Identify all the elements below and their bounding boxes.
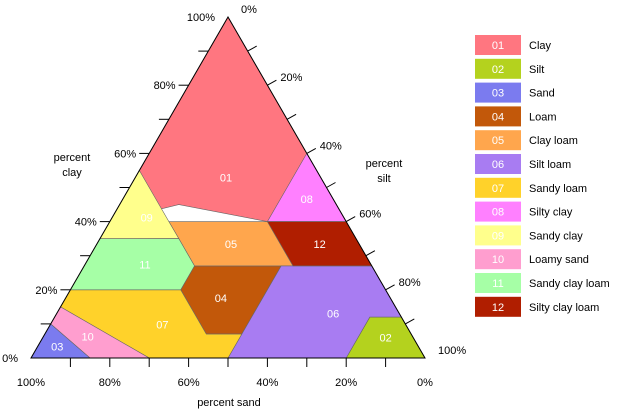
- region-code-09: 09: [141, 212, 153, 224]
- region-code-06: 06: [327, 309, 339, 321]
- region-code-10: 10: [81, 332, 93, 344]
- clay-tick-label: 60%: [114, 148, 136, 160]
- axis-tick-labels: 0%0%100%20%20%80%40%40%60%60%60%40%80%80…: [2, 4, 466, 389]
- legend-swatch: [475, 177, 521, 198]
- region-code-12: 12: [313, 239, 325, 251]
- silt-axis-title-line2: silt: [377, 173, 390, 185]
- legend-item-clay: 01 Clay: [475, 35, 552, 55]
- legend-item-loamy-sand: 10 Loamy sand: [475, 249, 589, 270]
- sand-tick-label: 40%: [256, 377, 278, 389]
- silt-tick: [267, 79, 277, 86]
- legend-item-loam: 04 Loam: [475, 106, 557, 127]
- silt-tick: [345, 216, 356, 223]
- clay-axis-title-line2: clay: [62, 167, 82, 179]
- legend-swatch: [475, 225, 521, 246]
- region-code-01: 01: [220, 172, 232, 184]
- legend-label: Loam: [529, 111, 557, 123]
- legend-code: 07: [492, 183, 504, 195]
- legend-item-sandy-clay: 09 Sandy clay: [475, 225, 583, 246]
- legend-label: Silt: [529, 64, 544, 76]
- legend-item-clay-loam: 05 Clay loam: [475, 130, 578, 151]
- region-code-03: 03: [51, 342, 63, 354]
- silt-tick-label: 40%: [320, 140, 342, 152]
- region-code-04: 04: [215, 293, 227, 305]
- legend-label: Loamy sand: [529, 254, 589, 266]
- region-code-02: 02: [379, 333, 391, 345]
- legend-code: 10: [492, 254, 504, 266]
- legend-item-sandy-clay-loam: 11 Sandy clay loam: [475, 273, 610, 293]
- sand-tick-label: 60%: [178, 377, 200, 389]
- legend-code: 09: [492, 230, 504, 242]
- legend-label: Clay: [529, 40, 552, 52]
- legend-label: Clay loam: [529, 135, 578, 147]
- legend-item-silty-clay-loam: 12 Silty clay loam: [475, 296, 599, 317]
- legend-item-sandy-loam: 07 Sandy loam: [475, 177, 587, 198]
- region-code-08: 08: [301, 194, 313, 206]
- clay-tick-label: 0%: [2, 353, 18, 365]
- legend-swatch: [475, 35, 521, 55]
- legend-item-sand: 03 Sand: [475, 82, 555, 103]
- region-code-07: 07: [156, 319, 168, 331]
- silt-tick-label: 0%: [241, 4, 257, 16]
- legend-code: 02: [492, 64, 504, 76]
- legend-label: Silty clay loam: [529, 302, 599, 314]
- silt-tick: [365, 250, 376, 257]
- sand-axis-title: percent sand: [197, 397, 261, 409]
- silt-tick-label: 20%: [280, 72, 302, 84]
- axis-ticks: [40, 45, 415, 367]
- silt-tick-label: 80%: [399, 277, 421, 289]
- legend-label: Sandy clay: [529, 230, 583, 242]
- clay-tick-label: 100%: [187, 12, 215, 24]
- legend-code: 01: [492, 40, 504, 52]
- silt-tick-label: 60%: [359, 209, 381, 221]
- legend-code: 12: [492, 302, 504, 314]
- silt-tick: [326, 182, 336, 188]
- legend-swatch: [475, 106, 521, 127]
- clay-tick-label: 20%: [35, 285, 57, 297]
- legend-swatch: [475, 201, 521, 222]
- silt-tick: [385, 284, 395, 291]
- sand-tick-label: 0%: [417, 377, 433, 389]
- region-code-05: 05: [225, 239, 237, 251]
- legend-swatch: [475, 296, 521, 317]
- sand-tick-label: 100%: [17, 377, 45, 389]
- legend-label: Silty clay: [529, 207, 573, 219]
- legend-item-silt-loam: 06 Silt loam: [475, 154, 571, 174]
- legend-code: 05: [492, 135, 504, 147]
- legend-swatch: [475, 58, 521, 79]
- legend-label: Sandy clay loam: [529, 278, 610, 290]
- legend-code: 06: [492, 159, 504, 171]
- silt-axis-title-line1: percent: [366, 158, 403, 170]
- legend-label: Silt loam: [529, 159, 571, 171]
- legend-swatch: [475, 130, 521, 151]
- legend-code: 03: [492, 88, 504, 100]
- legend-swatch: [475, 273, 521, 293]
- legend-label: Sandy loam: [529, 183, 587, 195]
- clay-axis-title-line1: percent: [54, 152, 91, 164]
- clay-tick-label: 40%: [75, 217, 97, 229]
- texture-regions: [30, 16, 426, 359]
- silt-tick-label: 100%: [438, 345, 466, 357]
- legend-swatch: [475, 249, 521, 270]
- legend-label: Sand: [529, 88, 555, 100]
- silt-tick: [405, 318, 415, 325]
- silt-tick: [247, 45, 257, 52]
- legend-swatch: [475, 154, 521, 174]
- silt-tick: [306, 147, 317, 154]
- legend-item-silty-clay: 08 Silty clay: [475, 201, 573, 222]
- legend-code: 08: [492, 207, 504, 219]
- legend-swatch: [475, 82, 521, 103]
- clay-tick-label: 80%: [154, 80, 176, 92]
- region-code-labels: 01 02 03 04 05 06 07 08 09 10 11 12: [51, 172, 392, 353]
- region-sandy-clay-loam: [69, 238, 195, 291]
- sand-tick-label: 20%: [335, 377, 357, 389]
- silt-tick: [286, 113, 297, 120]
- legend-item-silt: 02 Silt: [475, 58, 544, 79]
- sand-tick-label: 80%: [99, 377, 121, 389]
- legend: 01 Clay 02 Silt 03 Sand 04 Loam 05 Clay loam 06 Sil…: [475, 35, 610, 317]
- region-code-11: 11: [139, 260, 150, 272]
- legend-code: 04: [492, 111, 504, 123]
- legend-code: 11: [492, 278, 503, 290]
